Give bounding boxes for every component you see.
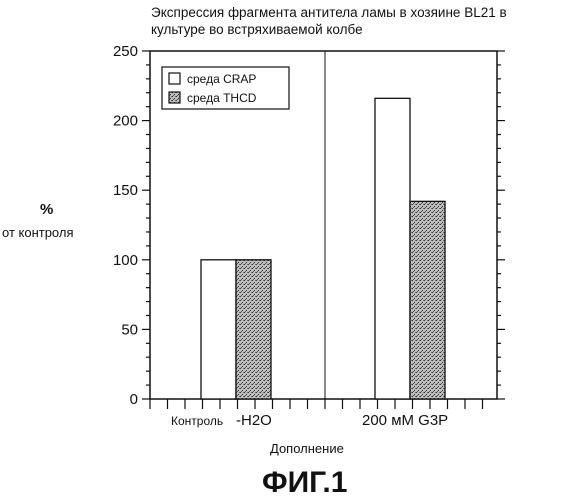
y-tick-label: 50 (121, 321, 138, 338)
bar-thcd (410, 201, 445, 399)
legend-swatch-thcd (169, 92, 180, 103)
y-tick-label: 0 (130, 391, 138, 408)
y-tick-label: 150 (113, 182, 138, 199)
bar-crap (375, 98, 410, 399)
legend-label-thcd: среда THCD (187, 91, 257, 105)
x-category-label: 200 мМ G3P (362, 412, 448, 429)
bar-crap (201, 260, 236, 399)
bar-thcd (236, 260, 271, 399)
legend-label-crap: среда CRAP (187, 72, 256, 86)
y-tick-label: 250 (113, 43, 138, 60)
x-category-label: -H2O (236, 412, 272, 429)
legend-swatch-crap (169, 73, 180, 84)
x-category-label: Контроль (171, 414, 223, 428)
y-tick-label: 200 (113, 113, 138, 130)
y-tick-label: 100 (113, 252, 138, 269)
